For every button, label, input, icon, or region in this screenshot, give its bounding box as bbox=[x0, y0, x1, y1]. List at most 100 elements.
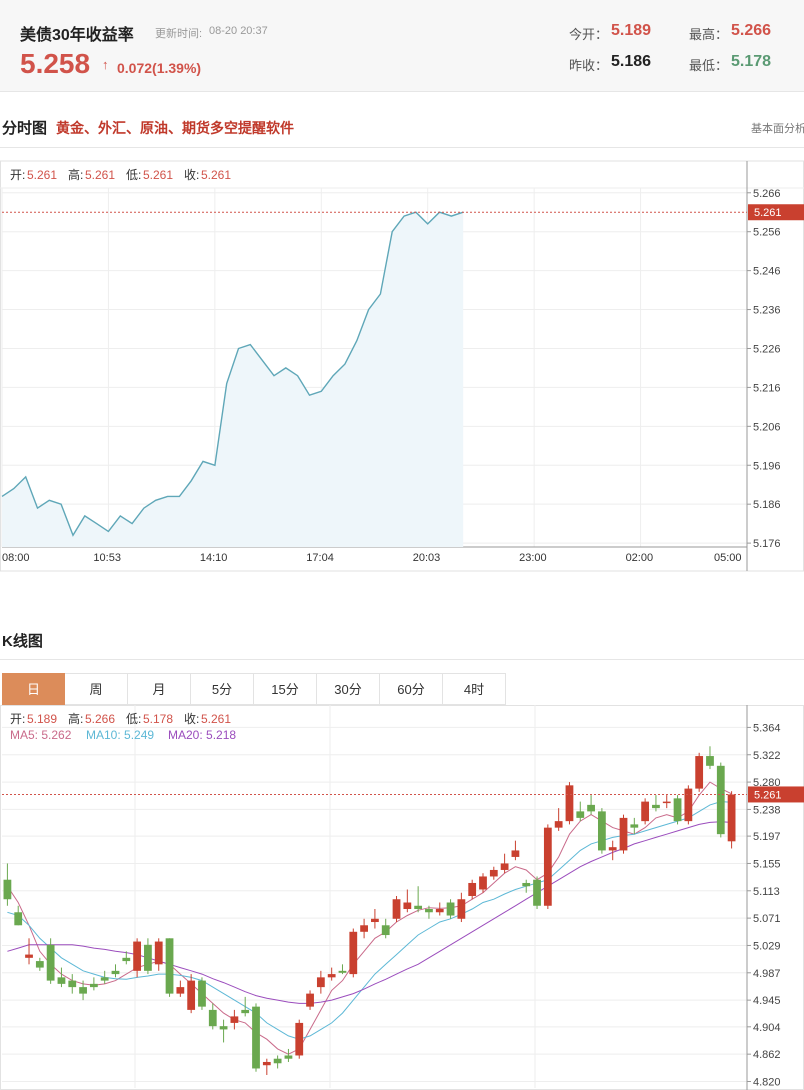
candle-body bbox=[122, 957, 131, 962]
tab-day[interactable]: 日 bbox=[2, 673, 65, 705]
candle-body bbox=[316, 977, 325, 988]
y-tick-label: 5.113 bbox=[753, 886, 780, 898]
y-tick-label: 5.322 bbox=[753, 750, 781, 762]
y-tick-label: 5.176 bbox=[753, 538, 781, 550]
candle-body bbox=[79, 987, 87, 994]
intraday-chart[interactable]: 开: 5.261 高: 5.261 低: 5.261 收: 5.2615.2665.2565.… bbox=[0, 155, 804, 575]
x-tick-label: 05:00 bbox=[714, 552, 742, 564]
arrow-up-icon: ↑ bbox=[102, 57, 109, 72]
ohlc-label: 收: bbox=[184, 168, 199, 182]
candle-body bbox=[360, 925, 368, 932]
last-price-tag bbox=[748, 204, 804, 221]
candle-body bbox=[554, 821, 563, 828]
ohlc-value: 5.189 bbox=[27, 712, 57, 726]
tab-30min[interactable]: 30分 bbox=[317, 673, 380, 705]
tab-4h[interactable]: 4时 bbox=[443, 673, 506, 705]
tab-60min[interactable]: 60分 bbox=[380, 673, 443, 705]
candle-body bbox=[25, 954, 33, 958]
y-tick-label: 5.206 bbox=[753, 421, 781, 433]
open-label: 今开： bbox=[569, 27, 609, 42]
fundamental-analysis-link[interactable]: 基本面分析 bbox=[751, 123, 804, 135]
ohlc-value: 5.261 bbox=[27, 168, 57, 182]
tab-15min[interactable]: 15分 bbox=[254, 673, 317, 705]
candle-body bbox=[46, 944, 55, 981]
intraday-section-title: 分时图 bbox=[2, 120, 48, 137]
y-tick-label: 4.862 bbox=[753, 1049, 781, 1061]
ohlc-value: 5.178 bbox=[143, 712, 173, 726]
candle-body bbox=[241, 1009, 250, 1014]
ohlc-label: 高: bbox=[68, 711, 83, 726]
tab-5min[interactable]: 5分 bbox=[191, 673, 254, 705]
y-tick-label: 5.364 bbox=[753, 722, 781, 734]
last-price-tag-label: 5.261 bbox=[754, 207, 782, 219]
candle-body bbox=[284, 1055, 293, 1059]
ohlc-label: 收: bbox=[184, 712, 199, 726]
chart-frame bbox=[0, 705, 804, 1090]
candle-body bbox=[630, 824, 639, 828]
ohlc-value: 5.266 bbox=[85, 712, 115, 726]
y-tick-label: 5.155 bbox=[753, 858, 781, 870]
candle-body bbox=[522, 882, 531, 887]
last-price-tag-label: 5.261 bbox=[754, 789, 782, 801]
x-tick-label: 23:00 bbox=[519, 552, 547, 564]
candle-body bbox=[14, 912, 23, 926]
candle-body bbox=[154, 941, 163, 965]
candle-body bbox=[619, 817, 628, 851]
candle-body bbox=[403, 902, 412, 910]
candle-body bbox=[695, 756, 704, 789]
candle-body bbox=[608, 847, 617, 851]
y-tick-label: 5.196 bbox=[753, 460, 781, 472]
update-time-label: 更新时间: bbox=[155, 28, 203, 40]
candle-body bbox=[446, 902, 455, 916]
y-tick-label: 5.186 bbox=[753, 499, 781, 511]
open-value: 5.189 bbox=[611, 22, 652, 39]
y-tick-label: 5.071 bbox=[753, 913, 781, 925]
candle-body bbox=[565, 785, 574, 822]
candle-body bbox=[371, 918, 379, 923]
y-tick-label: 5.029 bbox=[753, 940, 781, 952]
candle-body bbox=[252, 1006, 260, 1069]
ohlc-value: 5.261 bbox=[201, 712, 231, 726]
candle-body bbox=[662, 801, 671, 804]
y-tick-label: 5.256 bbox=[753, 227, 781, 239]
ma-line-ma10 bbox=[7, 801, 732, 1040]
x-tick-label: 10:53 bbox=[93, 552, 121, 564]
candle-body bbox=[479, 876, 487, 890]
candle-body bbox=[133, 941, 142, 971]
candle-body bbox=[543, 827, 552, 906]
candle-body bbox=[489, 869, 498, 877]
candle-body bbox=[652, 804, 660, 809]
section-divider bbox=[0, 147, 804, 148]
y-tick-label: 5.236 bbox=[753, 305, 781, 317]
ohlc-label: 高: bbox=[68, 167, 83, 182]
candle-body bbox=[57, 977, 66, 984]
ohlc-label: 开: bbox=[10, 168, 25, 182]
ohlc-value: 5.261 bbox=[201, 168, 231, 182]
candle-body bbox=[500, 863, 509, 870]
ma-legend-item: MA20: 5.218 bbox=[168, 728, 236, 742]
tab-month[interactable]: 月 bbox=[128, 673, 191, 705]
candle-body bbox=[716, 765, 725, 835]
x-tick-label: 17:04 bbox=[306, 552, 334, 564]
price-change: 0.072(1.39%) bbox=[117, 60, 202, 76]
candle-body bbox=[187, 980, 196, 1010]
candle-body bbox=[111, 970, 120, 975]
promo-link[interactable]: 黄金、外汇、原油、期货多空提醒软件 bbox=[56, 120, 294, 136]
y-tick-label: 5.226 bbox=[753, 343, 781, 355]
candle-body bbox=[533, 879, 541, 906]
tab-week[interactable]: 周 bbox=[65, 673, 128, 705]
candle-body bbox=[392, 899, 401, 919]
candle-body bbox=[198, 980, 206, 1007]
candle-body bbox=[338, 970, 347, 973]
y-tick-label: 5.197 bbox=[753, 831, 781, 843]
kline-section-title: K线图 bbox=[2, 633, 43, 650]
candle-body bbox=[641, 801, 650, 822]
ohlc-label: 低: bbox=[126, 168, 141, 182]
y-tick-label: 5.216 bbox=[753, 382, 781, 394]
prev-close-label: 昨收： bbox=[569, 58, 609, 73]
price-line bbox=[1, 211, 464, 537]
candle-body bbox=[165, 938, 174, 994]
kline-chart[interactable]: 5.364 5.322 5.280 5.238 5.197 5.155 5.113 5.071… bbox=[0, 705, 804, 1090]
current-price: 5.258 bbox=[20, 48, 91, 79]
candle-body bbox=[597, 811, 606, 851]
